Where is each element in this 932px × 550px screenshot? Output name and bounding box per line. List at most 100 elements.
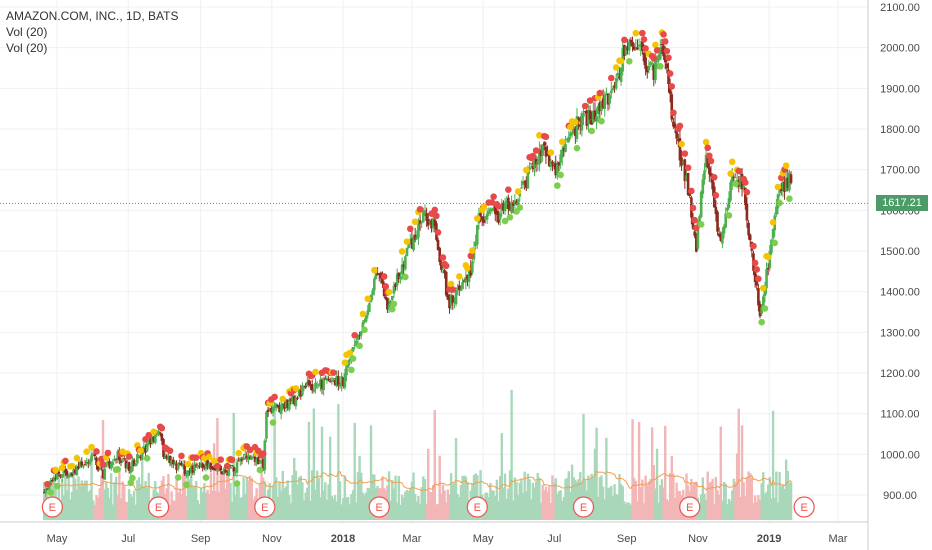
candle-body bbox=[216, 470, 219, 472]
candle-body bbox=[587, 112, 590, 124]
candle-body bbox=[193, 464, 196, 472]
x-tick-label: 2018 bbox=[331, 533, 355, 545]
signal-dot bbox=[361, 326, 368, 334]
volume-bar bbox=[322, 490, 325, 520]
candle-body bbox=[433, 219, 437, 226]
candle-body bbox=[194, 464, 198, 466]
symbol-title[interactable]: AMAZON.COM, INC., 1D, BATS bbox=[6, 9, 179, 23]
signal-dot bbox=[625, 57, 633, 65]
candle-body bbox=[709, 173, 713, 177]
volume-bar bbox=[753, 495, 757, 520]
grid-layer bbox=[0, 0, 868, 522]
candle-body bbox=[430, 220, 433, 229]
candle-body bbox=[52, 477, 56, 480]
candle-body bbox=[574, 128, 577, 137]
volume-bar bbox=[248, 475, 252, 520]
volume-bar bbox=[603, 499, 606, 520]
candle-body bbox=[753, 270, 757, 282]
volume-bar bbox=[626, 502, 629, 520]
candle-body bbox=[168, 455, 172, 463]
volume-indicator-label[interactable]: Vol (20) bbox=[6, 41, 48, 55]
volume-bar bbox=[699, 494, 703, 520]
candle-body bbox=[304, 385, 307, 388]
volume-bar bbox=[180, 494, 183, 520]
candle-body bbox=[281, 403, 285, 406]
candle-body bbox=[765, 269, 768, 289]
signal-dot-layer bbox=[44, 29, 793, 496]
candle-body bbox=[683, 159, 687, 181]
earnings-label: E bbox=[580, 502, 587, 514]
volume-bar bbox=[343, 476, 347, 520]
volume-bar bbox=[443, 490, 446, 520]
candle-body bbox=[405, 247, 409, 256]
candle-body bbox=[307, 380, 311, 385]
signal-dot bbox=[83, 448, 90, 456]
signal-dot bbox=[612, 64, 620, 71]
volume-indicator-label[interactable]: Vol (20) bbox=[6, 25, 48, 39]
volume-bar bbox=[703, 493, 706, 520]
volume-bar bbox=[567, 471, 571, 520]
signal-dot bbox=[572, 118, 579, 126]
volume-bar bbox=[415, 501, 419, 520]
candle-body bbox=[310, 384, 314, 391]
candle-body bbox=[498, 213, 502, 220]
candle-body bbox=[188, 471, 191, 473]
volume-bar bbox=[492, 490, 495, 520]
volume-bar bbox=[147, 472, 150, 520]
signal-dot bbox=[174, 474, 182, 481]
candle-body bbox=[525, 180, 528, 188]
signal-dot bbox=[184, 460, 192, 468]
candle-body bbox=[284, 399, 288, 408]
volume-bar bbox=[516, 494, 520, 520]
signal-dot bbox=[567, 123, 574, 131]
volume-bar bbox=[515, 482, 518, 520]
volume-bar bbox=[706, 471, 709, 520]
candle-body bbox=[629, 39, 633, 42]
signal-dot bbox=[607, 74, 615, 82]
signal-dot bbox=[771, 239, 779, 247]
candle-body bbox=[693, 231, 696, 236]
volume-bar bbox=[592, 478, 595, 520]
volume-bar bbox=[543, 490, 546, 520]
volume-bar bbox=[530, 499, 533, 520]
volume-bar bbox=[572, 477, 575, 520]
candle-body bbox=[668, 85, 672, 94]
volume-bar bbox=[724, 483, 727, 520]
volume-bar bbox=[307, 421, 311, 520]
signal-dot bbox=[586, 97, 594, 104]
candle-body bbox=[234, 470, 237, 473]
volume-bar bbox=[239, 497, 242, 520]
volume-bar bbox=[185, 496, 188, 520]
candle-body bbox=[390, 296, 394, 300]
volume-bar bbox=[598, 477, 602, 520]
signal-dot bbox=[678, 140, 685, 148]
volume-bar bbox=[345, 497, 348, 520]
volume-bar bbox=[552, 482, 556, 520]
candle-body bbox=[729, 182, 732, 201]
volume-bar bbox=[407, 491, 410, 520]
volume-bar bbox=[404, 491, 407, 520]
candle-body bbox=[734, 177, 737, 179]
signal-dot bbox=[388, 305, 396, 313]
volume-bar bbox=[735, 453, 739, 520]
volume-bar bbox=[624, 503, 628, 520]
volume-bar bbox=[547, 486, 551, 520]
volume-bar bbox=[711, 478, 714, 520]
volume-bar bbox=[113, 482, 116, 520]
candle-body bbox=[520, 187, 523, 189]
signal-dot bbox=[256, 466, 264, 474]
volume-bar bbox=[237, 486, 240, 520]
candle-body bbox=[75, 466, 79, 476]
candle-body bbox=[346, 361, 350, 368]
candle-body bbox=[330, 379, 334, 383]
volume-bar bbox=[78, 486, 82, 520]
volume-bar bbox=[595, 427, 598, 520]
volume-bar bbox=[701, 477, 705, 520]
signal-dot bbox=[312, 368, 319, 376]
candle-body bbox=[467, 267, 471, 282]
candle-body bbox=[755, 279, 759, 286]
volume-bar bbox=[387, 471, 391, 520]
volume-bar bbox=[549, 503, 553, 520]
